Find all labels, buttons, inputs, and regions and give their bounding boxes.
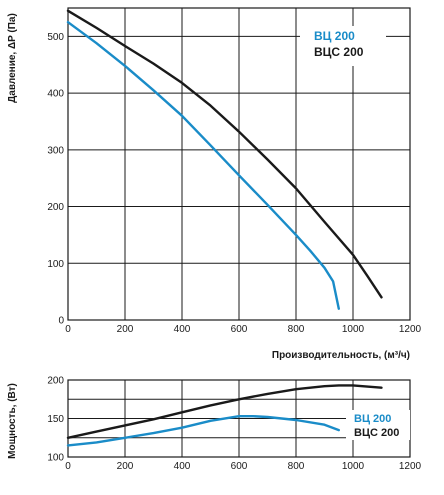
pressure-chart: 0 200 400 600 800 1000 1200 0 100 200 300 400 500 В… bbox=[7, 7, 422, 361]
x-tick-label: 0 bbox=[65, 461, 71, 472]
x-tick-label: 200 bbox=[117, 461, 134, 472]
series-line-vcs200 bbox=[66, 384, 383, 439]
power-legend-box bbox=[346, 410, 410, 440]
pressure-legend-box bbox=[300, 26, 386, 66]
pressure-x-tick-labels: 0 200 400 600 800 1000 1200 bbox=[65, 324, 421, 335]
series-line-vc200 bbox=[66, 21, 340, 310]
pressure-y-axis-label: Давление, ΔP (Па) bbox=[7, 13, 18, 103]
pressure-legend-vcs200: ВЦС 200 bbox=[314, 45, 364, 59]
y-tick-label: 100 bbox=[47, 259, 64, 270]
power-legend-vcs200: ВЦС 200 bbox=[354, 427, 399, 439]
power-legend-vc200: ВЦ 200 bbox=[354, 413, 391, 425]
x-tick-label: 600 bbox=[231, 324, 248, 335]
power-y-tick-labels: 100 150 200 bbox=[47, 376, 64, 464]
y-tick-label: 0 bbox=[58, 316, 64, 327]
x-tick-label: 400 bbox=[174, 461, 191, 472]
power-x-tick-labels: 0 200 400 600 800 1000 1200 bbox=[65, 461, 421, 472]
x-tick-label: 800 bbox=[288, 461, 305, 472]
y-tick-label: 100 bbox=[47, 453, 64, 464]
x-tick-label: 0 bbox=[65, 324, 71, 335]
pressure-legend-vc200: ВЦ 200 bbox=[314, 29, 355, 43]
pressure-y-tick-labels: 0 100 200 300 400 500 bbox=[47, 32, 64, 327]
series-line-vc200 bbox=[66, 415, 340, 447]
x-tick-label: 1000 bbox=[342, 324, 365, 335]
x-tick-label: 400 bbox=[174, 324, 191, 335]
pressure-series bbox=[66, 9, 383, 310]
y-tick-label: 200 bbox=[47, 202, 64, 213]
series-line-vcs200 bbox=[66, 9, 383, 299]
pressure-x-axis-label: Производительность, (м³/ч) bbox=[272, 350, 410, 361]
y-tick-label: 300 bbox=[47, 145, 64, 156]
x-tick-label: 1000 bbox=[342, 461, 365, 472]
x-tick-label: 1200 bbox=[399, 461, 422, 472]
x-tick-label: 800 bbox=[288, 324, 305, 335]
power-chart: 0 200 400 600 800 1000 1200 100 150 200 ВЦ 200 В… bbox=[7, 376, 422, 473]
x-tick-label: 600 bbox=[231, 461, 248, 472]
y-tick-label: 400 bbox=[47, 89, 64, 100]
power-y-axis-label: Мощность, (Вт) bbox=[7, 383, 18, 459]
y-tick-label: 150 bbox=[47, 414, 64, 425]
x-tick-label: 1200 bbox=[399, 324, 422, 335]
y-tick-label: 500 bbox=[47, 32, 64, 43]
x-tick-label: 200 bbox=[117, 324, 134, 335]
power-series bbox=[66, 384, 383, 447]
y-tick-label: 200 bbox=[47, 376, 64, 387]
